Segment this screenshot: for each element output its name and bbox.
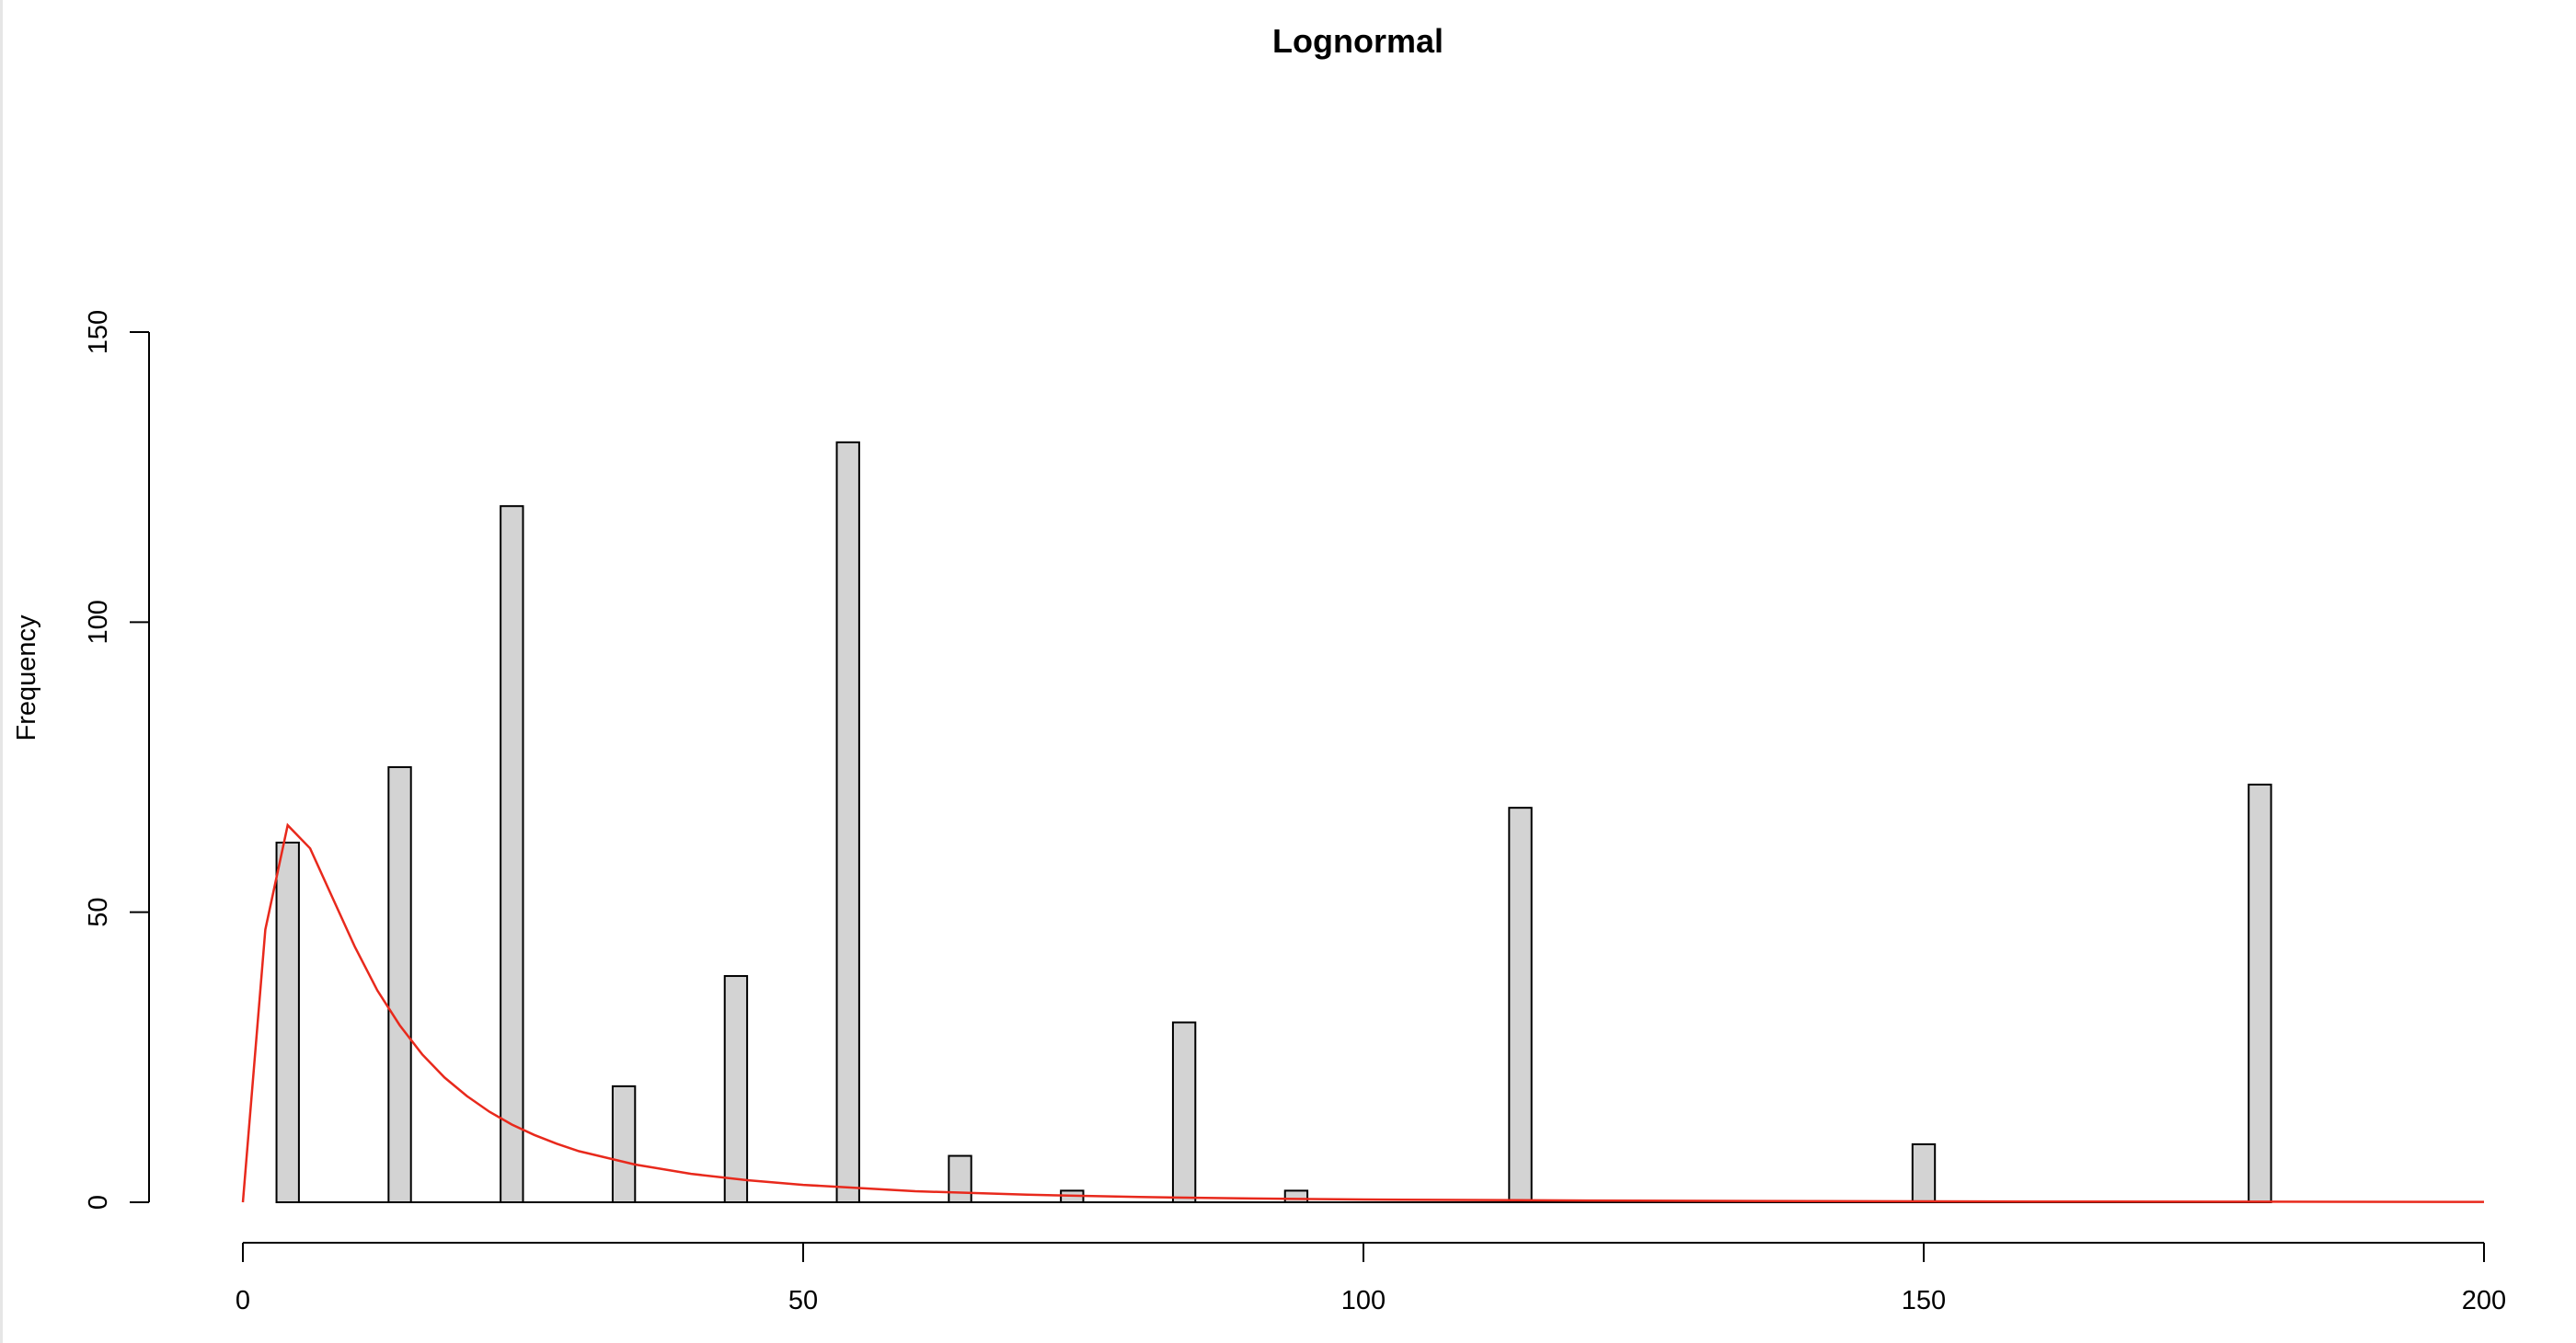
- left-window-border: [0, 0, 3, 1343]
- chart-title: Lognormal: [1272, 22, 1443, 60]
- bars-group: [275, 441, 2272, 1204]
- histogram-bar: [2248, 783, 2272, 1203]
- histogram-bar: [1911, 1142, 1937, 1204]
- histogram-bar: [387, 766, 412, 1203]
- histogram-bar: [948, 1154, 972, 1203]
- x-tick-label: 100: [1341, 1286, 1386, 1315]
- density-curve-group: [241, 822, 2485, 1203]
- histogram-bar: [1171, 1021, 1197, 1203]
- x-axis: 0 50 100 150 200: [236, 1242, 2506, 1315]
- histogram-bar: [500, 505, 524, 1203]
- y-tick-label: 50: [84, 898, 113, 927]
- histogram-bar: [835, 441, 860, 1203]
- x-tick-label: 0: [236, 1286, 250, 1315]
- histogram-bar: [1283, 1189, 1309, 1204]
- histogram-bar: [611, 1085, 637, 1204]
- y-axis-label: Frequency: [12, 614, 41, 741]
- density-curve-line: [241, 822, 2485, 1203]
- histogram-bar: [275, 841, 300, 1204]
- x-tick-label: 150: [1902, 1286, 1946, 1315]
- y-tick-label: 100: [84, 600, 113, 644]
- y-tick-label: 150: [84, 310, 113, 354]
- histogram-bar: [723, 975, 749, 1204]
- x-tick-label: 50: [788, 1286, 818, 1315]
- x-tick-label: 200: [2462, 1286, 2506, 1315]
- y-tick-label: 0: [84, 1195, 113, 1210]
- y-axis: 0 50 100 150: [84, 310, 150, 1210]
- histogram-bar: [1508, 807, 1533, 1203]
